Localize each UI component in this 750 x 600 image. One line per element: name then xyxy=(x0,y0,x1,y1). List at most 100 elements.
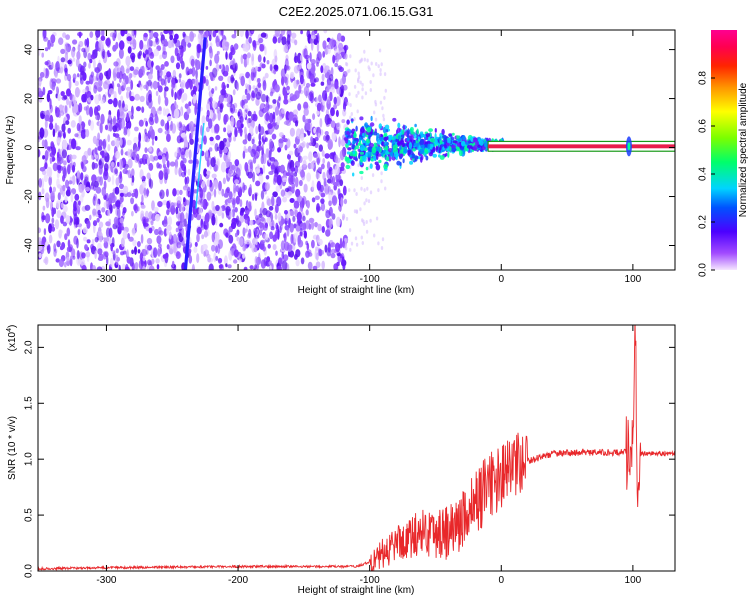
noise-speckle-dot xyxy=(278,110,282,117)
noise-speckle-dot xyxy=(263,56,266,63)
noise-speckle-dot xyxy=(153,155,159,161)
noise-speckle-dot xyxy=(239,199,243,208)
noise-speckle-dot xyxy=(100,113,105,125)
noise-speckle-dot xyxy=(243,228,248,233)
noise-speckle-dot xyxy=(75,58,80,68)
signal-cloud-dot xyxy=(399,145,402,151)
noise-speckle-dot xyxy=(248,201,252,208)
noise-speckle-dot xyxy=(180,80,186,89)
noise-speckle-dot xyxy=(211,173,217,179)
noise-speckle-dot xyxy=(316,110,320,115)
noise-speckle-dot xyxy=(81,155,87,164)
signal-cloud-dot xyxy=(482,146,486,151)
noise-speckle-dot xyxy=(369,80,372,84)
noise-speckle-dot xyxy=(232,58,236,69)
noise-speckle-dot xyxy=(243,184,247,191)
noise-speckle-dot xyxy=(348,92,351,97)
noise-speckle-dot xyxy=(157,201,163,208)
noise-speckle-dot xyxy=(309,52,312,62)
noise-speckle-dot xyxy=(68,154,73,161)
noise-speckle-dot xyxy=(85,251,91,258)
noise-speckle-dot xyxy=(107,144,111,152)
noise-speckle-dot xyxy=(70,192,74,203)
noise-speckle-dot xyxy=(329,175,333,184)
noise-speckle-dot xyxy=(315,261,321,269)
noise-speckle-dot xyxy=(293,233,298,243)
signal-cloud-dot xyxy=(364,122,368,128)
noise-speckle-dot xyxy=(117,207,121,219)
noise-speckle-dot xyxy=(339,237,343,249)
noise-speckle-dot xyxy=(258,173,264,184)
noise-speckle-dot xyxy=(357,71,360,76)
noise-speckle-dot xyxy=(84,244,88,251)
noise-speckle-dot xyxy=(154,135,158,141)
noise-speckle-dot xyxy=(158,243,162,249)
noise-speckle-dot xyxy=(51,146,57,156)
noise-speckle-dot xyxy=(147,47,153,56)
noise-speckle-dot xyxy=(265,175,270,180)
noise-speckle-dot xyxy=(356,109,359,114)
noise-speckle-dot xyxy=(233,259,238,264)
noise-speckle-dot xyxy=(369,88,372,92)
noise-speckle-dot xyxy=(341,119,346,124)
signal-cloud-dot xyxy=(477,144,481,148)
noise-speckle-dot xyxy=(132,39,137,48)
noise-speckle-dot xyxy=(104,124,109,131)
signal-cloud-dot xyxy=(344,137,349,144)
noise-speckle-dot xyxy=(89,74,94,85)
noise-speckle-dot xyxy=(91,265,97,270)
signal-cloud-dot xyxy=(384,145,389,150)
noise-speckle-dot xyxy=(148,265,155,270)
noise-speckle-dot xyxy=(113,72,117,81)
noise-speckle-dot xyxy=(357,77,360,82)
noise-speckle-dot xyxy=(307,252,313,257)
signal-cloud-dot xyxy=(468,140,471,144)
noise-speckle-dot xyxy=(323,177,327,187)
noise-speckle-dot xyxy=(104,251,109,258)
noise-speckle-dot xyxy=(262,164,266,174)
noise-speckle-dot xyxy=(321,150,325,157)
noise-speckle-dot xyxy=(251,92,257,98)
noise-speckle-dot xyxy=(315,96,319,105)
noise-speckle-dot xyxy=(81,161,84,170)
noise-speckle-dot xyxy=(274,229,279,241)
noise-speckle-dot xyxy=(288,250,295,258)
snr-x-tick-label: -100 xyxy=(360,575,380,586)
noise-speckle-dot xyxy=(213,179,218,188)
sloped-trace xyxy=(183,37,207,270)
noise-speckle-dot xyxy=(38,244,43,251)
noise-speckle-dot xyxy=(313,153,318,158)
signal-cloud-dot xyxy=(409,154,413,158)
noise-speckle-dot xyxy=(150,220,154,226)
noise-speckle-dot xyxy=(72,73,77,80)
noise-speckle-dot xyxy=(113,97,118,108)
signal-cloud-dot xyxy=(371,146,377,154)
noise-speckle-dot xyxy=(299,74,304,85)
noise-speckle-dot xyxy=(325,88,330,93)
noise-speckle-dot xyxy=(367,199,371,204)
noise-speckle-dot xyxy=(97,230,102,236)
noise-speckle-dot xyxy=(67,239,71,248)
noise-speckle-dot xyxy=(233,182,237,194)
noise-speckle-dot xyxy=(217,243,221,254)
noise-speckle-dot xyxy=(89,58,93,64)
snr-y-axis-label: SNR (10 * v/v) xyxy=(7,416,18,480)
noise-speckle-dot xyxy=(90,155,94,160)
noise-speckle-dot xyxy=(153,247,158,258)
noise-speckle-dot xyxy=(183,92,188,101)
signal-cloud-dot xyxy=(346,119,350,125)
noise-speckle-dot xyxy=(44,256,49,266)
noise-speckle-dot xyxy=(370,61,373,66)
noise-speckle-dot xyxy=(321,163,325,170)
noise-speckle-dot xyxy=(218,94,224,104)
noise-speckle-dot xyxy=(66,88,71,97)
noise-speckle-dot xyxy=(295,249,301,258)
noise-speckle-dot xyxy=(223,192,229,198)
noise-speckle-dot xyxy=(262,246,266,252)
signal-cloud-dot xyxy=(379,136,384,142)
noise-speckle-dot xyxy=(94,236,99,243)
noise-speckle-dot xyxy=(56,240,61,248)
spectrogram-y-tick-label: -20 xyxy=(24,189,35,204)
noise-speckle-dot xyxy=(147,259,152,266)
noise-speckle-dot xyxy=(319,118,323,128)
